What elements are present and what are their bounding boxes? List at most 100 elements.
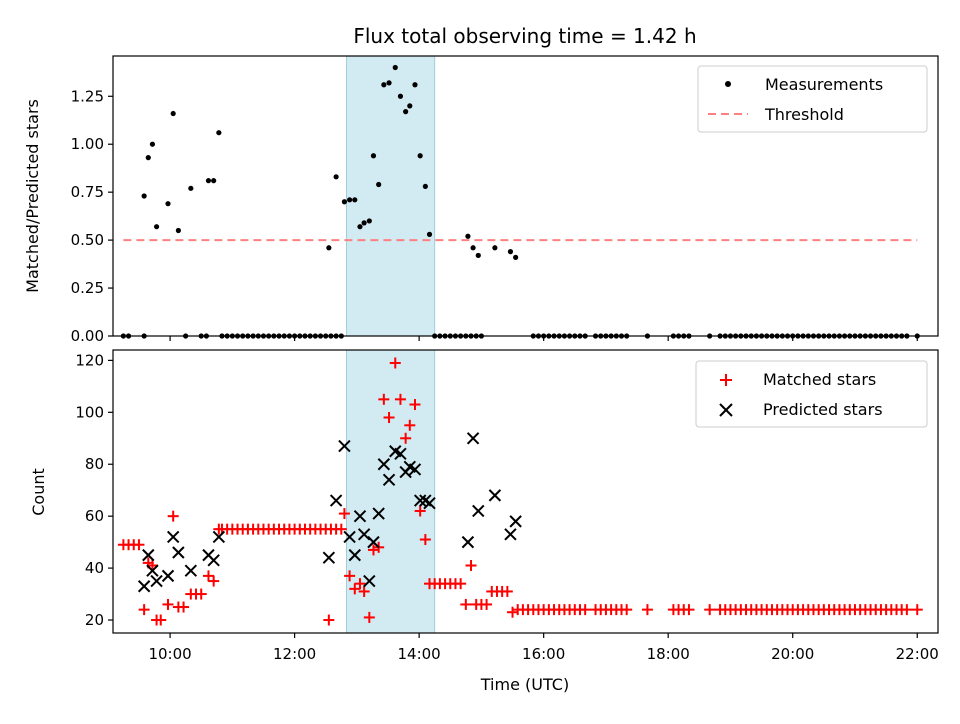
matched-star-point	[409, 399, 421, 411]
matched-star-point	[400, 432, 412, 444]
matched-star-point	[621, 604, 633, 616]
bottom-x-tick-label: 16:00	[522, 645, 565, 663]
legend-measurements-marker	[725, 81, 731, 87]
bottom-y-tick-label: 100	[75, 403, 104, 421]
matched-star-point	[579, 604, 591, 616]
top-y-tick-label: 1.00	[71, 135, 104, 153]
predicted-star-point	[394, 447, 407, 461]
predicted-star-point	[509, 515, 522, 528]
predicted-star-point	[207, 554, 220, 567]
measurement-point	[149, 141, 156, 147]
top-y-tick-label: 1.25	[71, 87, 104, 105]
measurement-point	[153, 224, 160, 230]
matched-star-point	[363, 611, 375, 623]
bottom-x-axis-ticks: 10:00 12:00 14:00 16:00 18:00 20:00 22:00	[148, 633, 939, 663]
bottom-x-tick-label: 20:00	[771, 645, 814, 663]
measurement-point	[216, 130, 222, 136]
bottom-y-axis-ticks: 20 40 60 80 100 120	[75, 351, 113, 629]
matched-star-point	[378, 393, 390, 405]
predicted-star-point	[322, 551, 336, 564]
measurement-point	[412, 82, 418, 88]
matched-star-point	[389, 357, 401, 369]
measurement-point	[165, 201, 171, 207]
predicted-star-point	[472, 504, 485, 518]
measurement-point	[333, 174, 339, 180]
matched-star-point	[641, 604, 653, 616]
bottom-x-tick-label: 22:00	[896, 645, 939, 663]
predicted-star-point	[184, 564, 198, 577]
top-highlight-span	[345, 55, 436, 337]
predicted-star-point	[348, 548, 361, 562]
matched-star-point	[507, 606, 519, 618]
matched-star-point	[349, 583, 361, 595]
predicted-star-point	[382, 473, 396, 487]
measurement-point	[392, 64, 398, 71]
measurement-point	[366, 218, 372, 224]
matched-star-point	[460, 598, 472, 610]
measurement-point	[347, 197, 353, 203]
predicted-star-point	[212, 530, 226, 544]
measurement-point	[475, 252, 481, 259]
bottom-panel: 20 40 60 80 100 120 10:00 12:00 14:00 16:00 18:00…	[29, 349, 939, 694]
predicted-star-point	[150, 574, 163, 588]
matched-star-point	[133, 539, 145, 551]
matched-star-point	[146, 559, 158, 571]
bottom-legend-box	[695, 360, 928, 428]
matched-star-point	[911, 604, 923, 616]
predicted-star-point	[466, 432, 480, 445]
top-panel: 0.00 0.25 0.50 0.75 1.00 1.25 Matched/Predict…	[23, 55, 939, 345]
matched-star-point	[335, 523, 347, 535]
matched-star-point	[901, 604, 913, 616]
bottom-x-tick-label: 18:00	[647, 645, 690, 663]
bottom-y-tick-label: 40	[85, 559, 104, 577]
measurement-point	[426, 231, 433, 237]
matched-star-point	[501, 585, 513, 597]
measurement-point	[370, 153, 377, 159]
measurement-point	[188, 185, 194, 191]
predicted-star-point	[363, 574, 376, 588]
matched-star-point	[481, 598, 493, 610]
measurement-point	[403, 109, 409, 115]
bottom-plot-frame	[112, 349, 939, 634]
bottom-x-tick-label: 10:00	[148, 645, 191, 663]
measurement-point	[507, 249, 514, 255]
predicted-star-point	[372, 507, 385, 520]
measurement-point	[492, 245, 498, 251]
measurement-point	[145, 155, 151, 161]
predicted-star-points	[137, 432, 522, 593]
predicted-star-point	[423, 496, 436, 510]
measurement-point	[341, 199, 348, 205]
measurement-point	[386, 80, 392, 86]
top-y-tick-label: 0.00	[71, 327, 104, 345]
predicted-star-point	[343, 530, 356, 544]
matched-star-point	[323, 614, 335, 626]
top-y-tick-label: 0.75	[71, 183, 104, 201]
bottom-y-tick-label: 20	[85, 611, 104, 629]
matched-star-point	[465, 559, 477, 571]
legend-predicted-label: Predicted stars	[763, 400, 883, 419]
measurement-point	[470, 245, 476, 251]
bottom-x-tick-label: 14:00	[398, 645, 441, 663]
matched-star-point	[138, 604, 150, 616]
predicted-star-point	[338, 439, 351, 453]
predicted-star-point	[353, 509, 367, 523]
bottom-y-axis-label: Count	[29, 468, 48, 516]
matched-star-point	[683, 604, 695, 616]
matched-star-point	[419, 534, 431, 546]
bottom-y-tick-label: 120	[75, 351, 104, 369]
predicted-star-point	[142, 548, 155, 562]
measurement-point	[357, 224, 363, 230]
matched-star-point	[704, 604, 716, 616]
measurement-point	[376, 181, 382, 188]
predicted-star-point	[488, 489, 502, 502]
measurement-point	[211, 178, 217, 184]
matched-star-point	[344, 570, 356, 582]
matched-star-point	[338, 508, 350, 520]
matched-star-point	[383, 412, 395, 424]
measurement-point	[417, 153, 423, 159]
measurement-point	[422, 183, 428, 190]
top-legend: Measurements Threshold	[697, 65, 928, 133]
measurement-point	[361, 220, 367, 226]
matched-star-point	[414, 505, 426, 517]
matched-star-point	[162, 598, 174, 610]
